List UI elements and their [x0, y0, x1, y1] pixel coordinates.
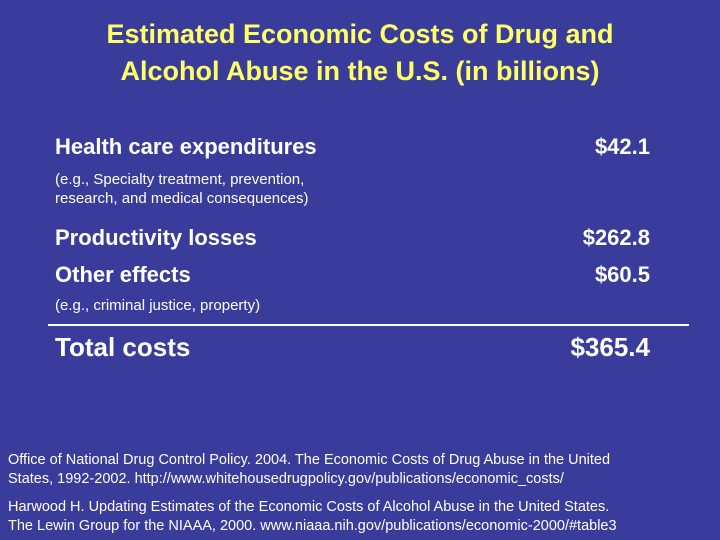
reference-1-line-1: Office of National Drug Control Policy. … [8, 452, 611, 468]
row-label-productivity: Productivity losses [55, 225, 257, 250]
row-label-other-effects: Other effects [55, 262, 191, 287]
row-note-other-effects: (e.g., criminal justice, property) [55, 297, 261, 314]
total-label: Total costs [55, 332, 191, 362]
reference-2: Harwood H. Updating Estimates of the Eco… [8, 498, 708, 536]
reference-1-line-2: States, 1992-2002. http://www.whitehouse… [8, 471, 564, 487]
note-line-1: (e.g., Specialty treatment, prevention, [55, 171, 305, 188]
title-line-2: Alcohol Abuse in the U.S. (in billions) [120, 56, 600, 86]
row-value-health-care: $42.1 [594, 134, 650, 159]
note-line-2: research, and medical consequences) [55, 190, 309, 207]
total-value: $365.4 [570, 332, 650, 362]
reference-1: Office of National Drug Control Policy. … [8, 451, 708, 489]
title-line-1: Estimated Economic Costs of Drug and [106, 19, 614, 49]
reference-2-line-1: Harwood H. Updating Estimates of the Eco… [8, 499, 610, 515]
row-value-other-effects: $60.5 [594, 262, 650, 287]
reference-2-line-2: The Lewin Group for the NIAAA, 2000. www… [8, 518, 617, 534]
row-note-health-care: (e.g., Specialty treatment, prevention, … [55, 170, 308, 208]
total-divider [48, 324, 689, 326]
row-value-productivity: $262.8 [582, 225, 650, 250]
slide-title: Estimated Economic Costs of Drug and Alc… [0, 16, 720, 90]
row-label-health-care: Health care expenditures [55, 134, 317, 159]
